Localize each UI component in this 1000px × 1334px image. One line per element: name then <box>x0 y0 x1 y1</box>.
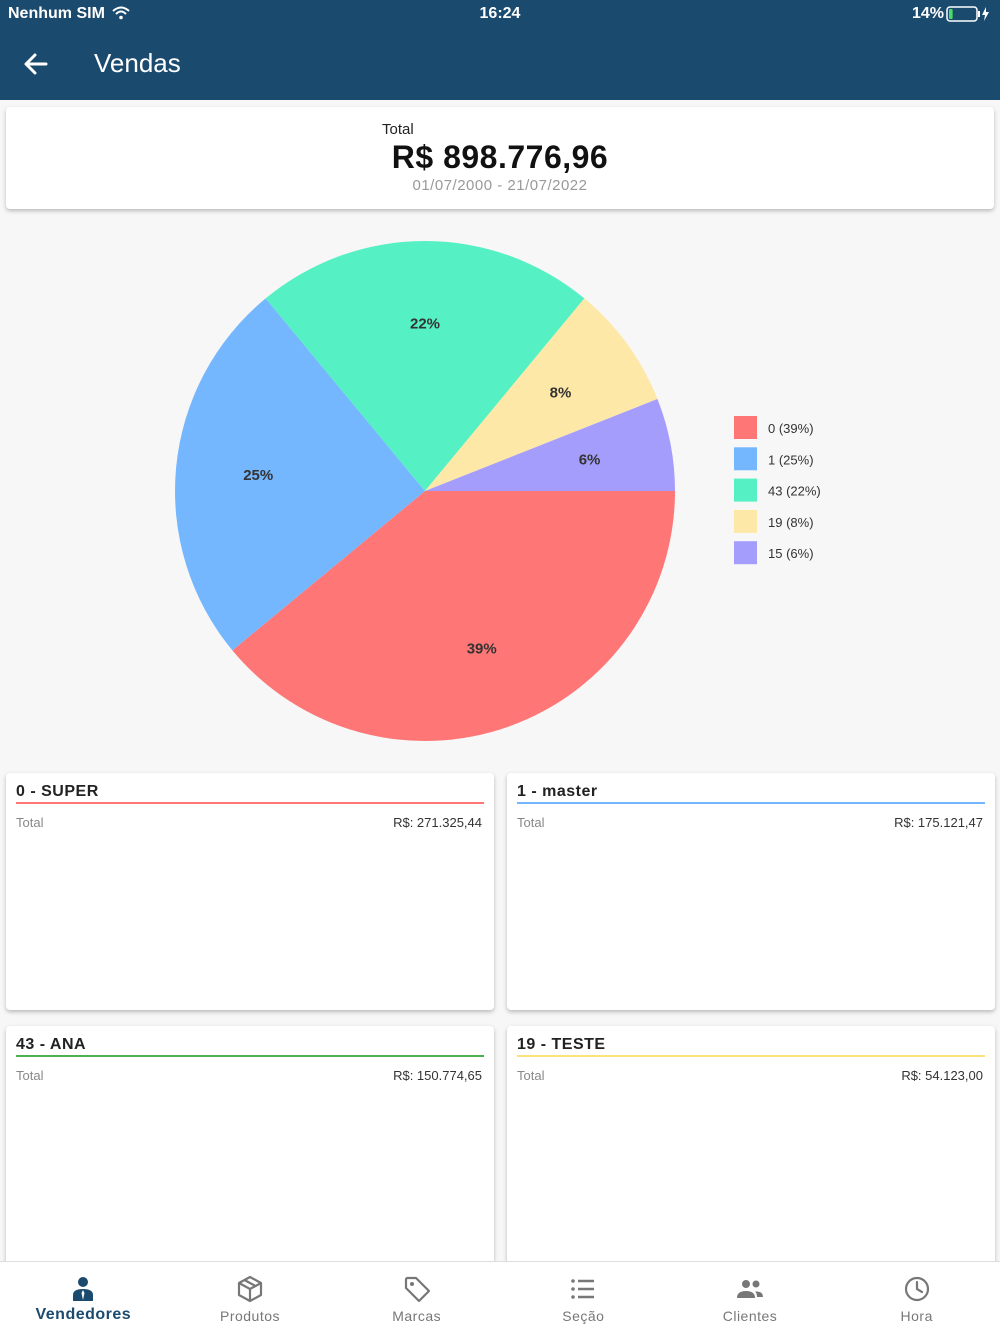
nav-secao[interactable]: Seção <box>500 1262 667 1334</box>
legend-swatch-4 <box>734 541 757 565</box>
pie-slice-3[interactable] <box>425 298 658 491</box>
nav-label: Marcas <box>392 1308 442 1324</box>
legend-swatch-0 <box>734 416 757 439</box>
list-icon <box>571 1279 595 1299</box>
nav-produtos[interactable]: Produtos <box>167 1262 334 1334</box>
pie-slice-label-1: 25% <box>243 467 273 484</box>
pie-slice-0[interactable] <box>232 491 675 741</box>
seller-total-value: R$: 150.774,65 <box>393 1068 482 1083</box>
legend-swatch-2 <box>734 478 757 502</box>
seller-name: 43 - ANA <box>16 1036 87 1053</box>
seller-color-line <box>517 1055 985 1057</box>
nav-vendedores[interactable]: Vendedores <box>0 1262 167 1334</box>
seller-card-teste[interactable]: 19 - TESTE Total R$: 54.123,00 <box>507 1026 995 1266</box>
person-icon <box>73 1277 94 1301</box>
seller-name: 19 - TESTE <box>517 1036 606 1053</box>
legend-swatch-1 <box>734 447 757 471</box>
nav-label: Produtos <box>219 1308 281 1324</box>
nav-marcas[interactable]: Marcas <box>333 1262 500 1334</box>
pie-slice-4[interactable] <box>425 398 675 491</box>
nav-label: Vendedores <box>35 1306 132 1323</box>
nav-label: Seção <box>562 1308 605 1324</box>
seller-total-label: Total <box>517 1068 545 1083</box>
seller-card-master[interactable]: 1 - master Total R$: 175.121,47 <box>507 773 995 1010</box>
battery-percent: 14% <box>911 5 944 22</box>
seller-total-label: Total <box>16 815 44 830</box>
legend-swatch-3 <box>734 509 757 533</box>
nav-hora[interactable]: Hora <box>833 1262 1000 1334</box>
seller-name: 0 - SUPER <box>16 783 99 800</box>
wifi-icon <box>112 6 130 20</box>
clock-icon <box>904 1276 929 1302</box>
pie-slice-1[interactable] <box>175 298 425 651</box>
seller-color-line <box>16 802 484 804</box>
date-range: 01/07/2000 - 21/07/2022 <box>412 177 588 194</box>
total-value: R$ 898.776,96 <box>391 139 609 175</box>
legend-label-1: 1 (25%) <box>768 452 814 467</box>
seller-total-label: Total <box>517 815 545 830</box>
seller-card-ana[interactable]: 43 - ANA Total R$: 150.774,65 <box>6 1026 494 1266</box>
seller-color-line <box>517 802 985 804</box>
seller-total-value: R$: 271.325,44 <box>393 815 482 830</box>
nav-clientes[interactable]: Clientes <box>667 1262 834 1334</box>
carrier-label: Nenhum SIM <box>8 5 105 22</box>
people-icon <box>737 1280 764 1298</box>
total-card: Total R$ 898.776,96 01/07/2000 - 21/07/2… <box>6 107 994 209</box>
seller-color-line <box>16 1055 484 1057</box>
pie-chart: 39% 25% 22% 8% 6% 0 (39%) 1 (25%) 43 (22%) 19 (8… <box>175 240 821 741</box>
nav-label: Clientes <box>722 1308 778 1324</box>
app-header: Nenhum SIM 16:24 14% Vendas <box>0 0 1000 100</box>
legend-label-2: 43 (22%) <box>768 484 821 499</box>
pie-slice-2[interactable] <box>265 240 585 491</box>
pie-slice-label-2: 22% <box>410 316 440 333</box>
battery-icon <box>946 6 989 22</box>
seller-total-value: R$: 175.121,47 <box>894 815 983 830</box>
legend-label-3: 19 (8%) <box>768 515 814 530</box>
app-bar: Vendas <box>0 32 1000 94</box>
seller-name: 1 - master <box>517 783 598 800</box>
seller-total-value: R$: 54.123,00 <box>901 1068 983 1083</box>
legend-label-0: 0 (39%) <box>768 421 814 436</box>
seller-total-label: Total <box>16 1068 44 1083</box>
nav-label: Hora <box>900 1308 933 1324</box>
pie-slice-label-0: 39% <box>467 641 497 658</box>
seller-card-super[interactable]: 0 - SUPER Total R$: 271.325,44 <box>6 773 494 1010</box>
pie-slice-label-3: 8% <box>550 385 572 402</box>
total-label: Total <box>382 121 414 138</box>
status-time: 16:24 <box>479 5 521 22</box>
pie-slice-label-4: 6% <box>579 452 601 469</box>
box-icon <box>237 1275 263 1303</box>
legend-label-4: 15 (6%) <box>768 546 814 561</box>
tag-icon <box>404 1276 430 1303</box>
bottom-nav: Vendedores Produtos Marcas Seção Cli <box>0 1261 1000 1334</box>
arrow-left-icon[interactable] <box>20 48 52 80</box>
status-bar: Nenhum SIM 16:24 14% <box>0 0 1000 30</box>
page-title: Vendas <box>94 48 181 78</box>
